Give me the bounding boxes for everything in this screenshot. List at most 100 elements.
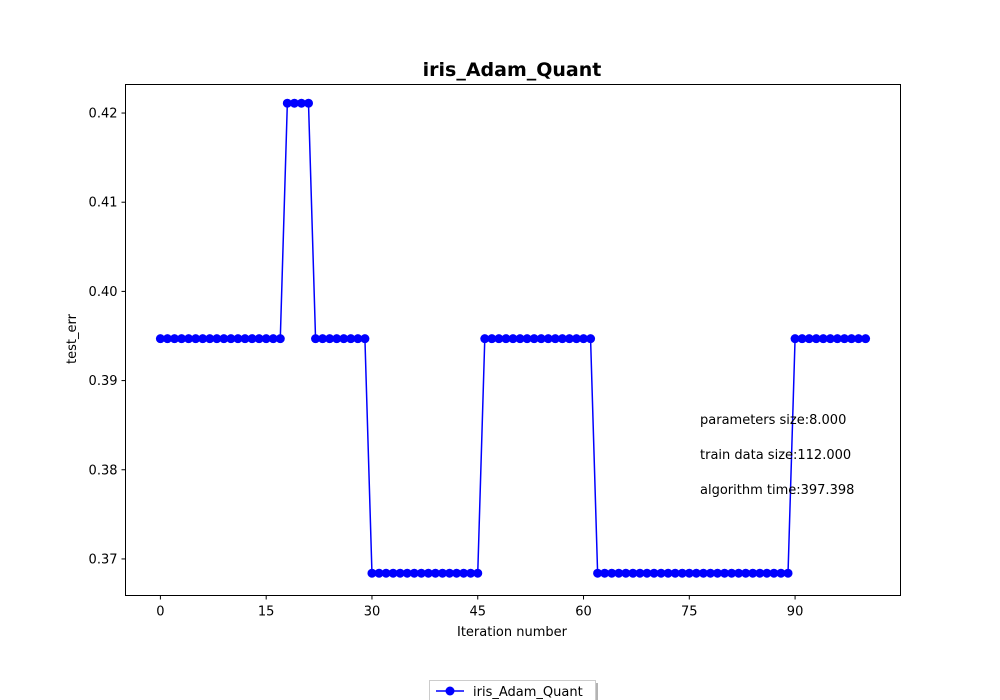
y-tick-label: 0.39 [89,374,118,389]
data-point [339,334,349,344]
data-point [600,568,610,578]
y-tick-label: 0.41 [89,196,118,211]
data-point [649,568,659,578]
data-point [769,568,779,578]
x-axis-ticks: 0 15 30 45 60 75 90 [156,595,803,620]
data-point [790,334,800,344]
data-point [353,334,363,344]
data-point [170,334,180,344]
data-point [529,334,539,344]
data-point [846,334,856,344]
data-point [536,334,546,344]
data-point [184,334,194,344]
annotation-algorithm-time: algorithm time:397.398 [700,483,854,498]
legend-marker-swatch [445,686,455,696]
y-tick-label: 0.40 [89,285,118,300]
data-point [571,334,581,344]
data-point [557,334,567,344]
data-point [367,568,377,578]
data-point [226,334,236,344]
data-point [825,334,835,344]
data-point [480,334,490,344]
y-tick-label: 0.37 [89,552,118,567]
data-point [564,334,574,344]
data-point [734,568,744,578]
data-point [621,568,631,578]
data-point [430,568,440,578]
data-point [670,568,680,578]
data-point [240,334,250,344]
legend: iris_Adam_Quant [429,680,598,700]
x-axis-label: Iteration number [457,625,568,640]
data-point [748,568,758,578]
y-axis-label: test_err [65,313,80,364]
data-point [177,334,187,344]
data-point [614,568,624,578]
data-point [698,568,708,578]
data-point [311,334,321,344]
data-point [494,334,504,344]
x-tick-label: 75 [681,605,698,620]
data-point [656,568,666,578]
data-point [854,334,864,344]
plot-frame [125,84,901,596]
data-point [543,334,553,344]
data-point [705,568,715,578]
data-point [508,334,518,344]
data-point [818,334,828,344]
x-tick-label: 15 [258,605,275,620]
data-point [642,568,652,578]
data-point [832,334,842,344]
data-point [635,568,645,578]
data-point [325,334,335,344]
data-point [755,568,765,578]
x-tick-label: 60 [575,605,592,620]
data-point [579,334,589,344]
data-point [304,98,313,108]
data-point [459,568,469,578]
data-point [268,334,278,344]
data-point [501,334,511,344]
data-point [155,334,165,344]
data-point [783,568,793,578]
annotation-parameters-size: parameters size:8.000 [700,413,846,428]
data-point [445,568,455,578]
data-point [593,568,603,578]
data-point [522,334,532,344]
data-point [741,568,751,578]
y-axis-ticks: 0.37 0.38 0.39 0.40 0.41 0.42 [89,107,126,567]
data-point [684,568,694,578]
x-tick-label: 0 [156,605,164,620]
data-point [205,334,215,344]
data-point [423,568,433,578]
data-point [677,568,687,578]
data-point [261,334,271,344]
data-point [762,568,772,578]
data-point [318,334,328,344]
data-point [360,334,370,344]
series-layer [155,98,871,578]
annotation-train-data-size: train data size:112.000 [700,448,851,463]
data-point [198,334,208,344]
data-point [861,334,871,344]
data-point [776,568,786,578]
data-point [515,334,525,344]
data-point [720,568,730,578]
data-point [797,334,807,344]
data-point [346,334,356,344]
data-point [374,568,384,578]
y-tick-label: 0.38 [89,463,118,478]
x-tick-label: 30 [364,605,381,620]
data-point [839,334,849,344]
data-point [402,568,412,578]
data-point [586,334,596,344]
data-point [332,334,342,344]
data-point [550,334,560,344]
y-tick-label: 0.42 [89,107,118,122]
data-point [219,334,229,344]
data-point [811,334,821,344]
data-point [437,568,447,578]
data-point [282,98,292,108]
